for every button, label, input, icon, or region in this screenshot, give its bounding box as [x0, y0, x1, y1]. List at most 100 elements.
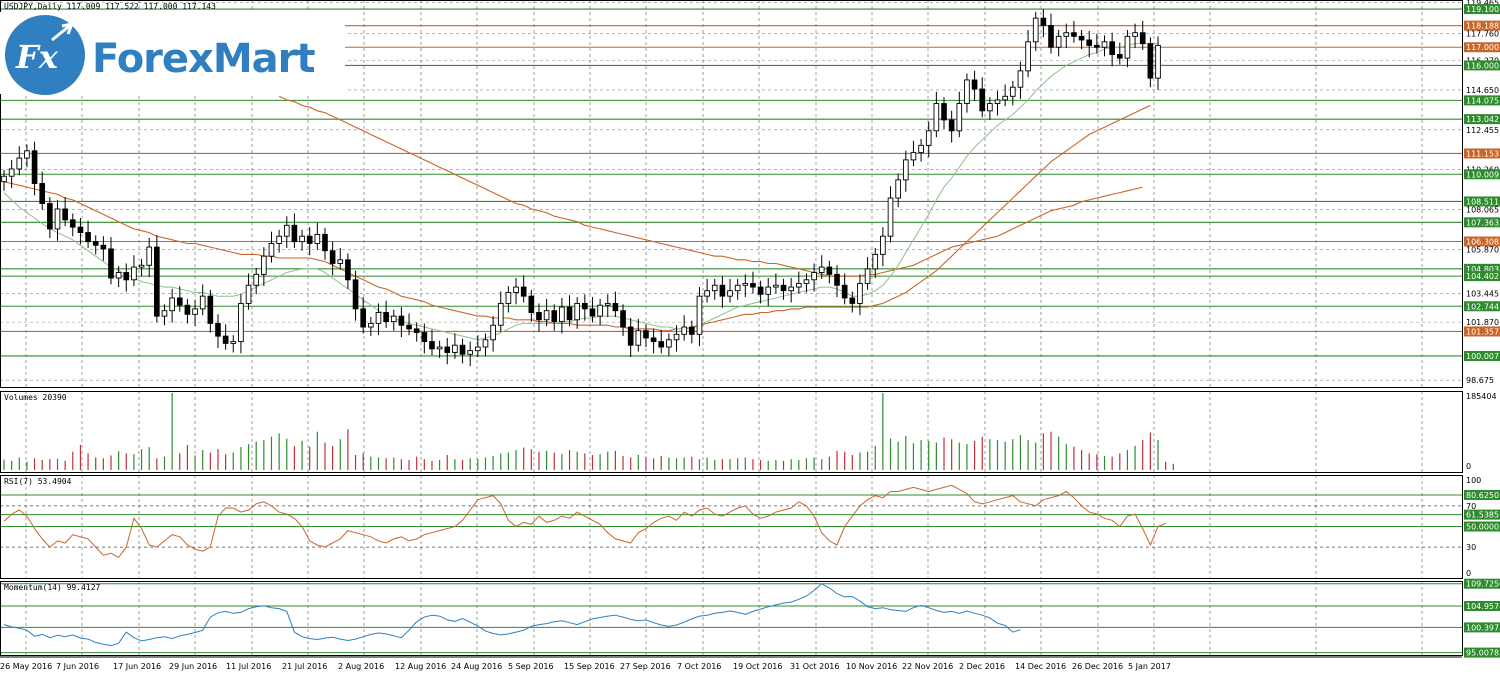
date-label: 2 Aug 2016 — [338, 662, 384, 671]
candle-body — [138, 264, 145, 268]
candle-body — [31, 150, 38, 184]
main-title: USDJPY,Daily 117.009 117.522 117.000 117… — [4, 2, 216, 11]
price-level-tag-box — [1464, 114, 1500, 125]
candle — [849, 291, 856, 313]
candle-body — [199, 295, 206, 310]
candle-body — [559, 306, 565, 323]
candle-body — [757, 286, 764, 295]
candle — [711, 278, 718, 300]
candle — [1155, 36, 1161, 90]
candle-body — [887, 197, 894, 237]
candle-body — [184, 304, 191, 315]
candle-body — [1116, 54, 1123, 59]
candle-body — [979, 88, 986, 112]
candle — [398, 307, 405, 338]
candle — [314, 222, 321, 250]
candle — [1094, 33, 1100, 54]
logo-brand-text: ForexMart — [92, 36, 315, 82]
y-tick-label: 119.465 — [1466, 0, 1499, 7]
candle — [1132, 23, 1138, 49]
date-label: 7 Jun 2016 — [56, 662, 99, 671]
candle — [734, 278, 741, 300]
ma-fast-line — [3, 43, 1158, 341]
candle — [811, 263, 817, 292]
candle — [704, 278, 710, 303]
candle-body — [1086, 39, 1093, 46]
candle-body — [368, 322, 374, 328]
candle — [505, 286, 512, 313]
candle — [887, 186, 894, 243]
panel-frame — [0, 391, 1463, 473]
candle — [1124, 29, 1131, 68]
candle-body — [283, 224, 290, 237]
candle — [47, 197, 53, 239]
logo-fx-text: Fx — [15, 38, 59, 76]
rsi-level-tag-box — [1464, 509, 1500, 520]
ma-mid-line — [3, 104, 1151, 332]
candle-body — [673, 333, 680, 341]
candle — [1063, 23, 1070, 49]
momentum-level-tag-label: 100.3973 — [1466, 623, 1500, 632]
candle — [375, 303, 382, 336]
candle — [421, 323, 428, 354]
candle-body — [826, 266, 833, 275]
candle-body — [261, 255, 267, 275]
price-level-tag-label: 117.000 — [1466, 43, 1499, 52]
volume-panel — [3, 393, 1174, 470]
price-level-tag-box — [1464, 301, 1500, 312]
candle-body — [551, 310, 558, 323]
y-tick-label: 105.870 — [1466, 245, 1499, 254]
candle-body — [727, 290, 733, 297]
candle-body — [406, 324, 412, 330]
candle — [238, 294, 244, 354]
candle-body — [24, 150, 30, 159]
candle — [69, 213, 76, 237]
candle-body — [803, 279, 810, 284]
candle — [467, 341, 474, 367]
momentum-level-tag-label: 104.9574 — [1466, 602, 1500, 611]
candle-body — [383, 312, 389, 323]
candle-body — [1040, 17, 1047, 26]
candle-body — [176, 297, 183, 306]
candle-body — [329, 250, 336, 264]
price-level-tag-box — [1464, 20, 1500, 31]
price-level-tag-label: 108.511 — [1466, 197, 1499, 206]
candle — [1040, 9, 1047, 38]
candle-body — [452, 344, 458, 353]
price-level-tag-label: 102.744 — [1466, 302, 1499, 311]
candle — [383, 300, 389, 328]
candle — [222, 324, 229, 350]
candle — [604, 294, 611, 318]
price-level-tag-label: 114.075 — [1466, 96, 1499, 105]
candle-body — [337, 259, 344, 264]
candle-body — [1025, 41, 1031, 72]
candle — [620, 304, 626, 337]
candle — [283, 216, 290, 249]
candle — [559, 297, 565, 334]
candle-body — [773, 284, 779, 288]
date-label: 14 Dec 2016 — [1015, 662, 1066, 671]
candle — [1048, 13, 1054, 54]
candle-body — [306, 235, 313, 244]
price-level-tag-box — [1464, 148, 1500, 159]
volume-max-label: 185404 — [1466, 392, 1497, 401]
candle — [1, 169, 7, 191]
rsi-title: RSI(7) 53.4904 — [4, 477, 72, 486]
candle — [413, 322, 420, 342]
candle-body — [1132, 32, 1138, 37]
level-lines — [0, 8, 1462, 357]
logo-circle — [5, 15, 85, 95]
candle-body — [849, 297, 856, 304]
momentum-title: Momentum(14) 99.4127 — [4, 583, 101, 592]
candle — [757, 280, 764, 304]
candle — [482, 333, 489, 357]
candle — [880, 227, 886, 267]
candle — [834, 265, 840, 298]
candle-body — [528, 295, 535, 313]
candle — [872, 248, 879, 278]
candle-body — [964, 79, 970, 105]
candle — [627, 317, 634, 358]
candle — [176, 286, 183, 312]
candle — [1109, 32, 1115, 67]
